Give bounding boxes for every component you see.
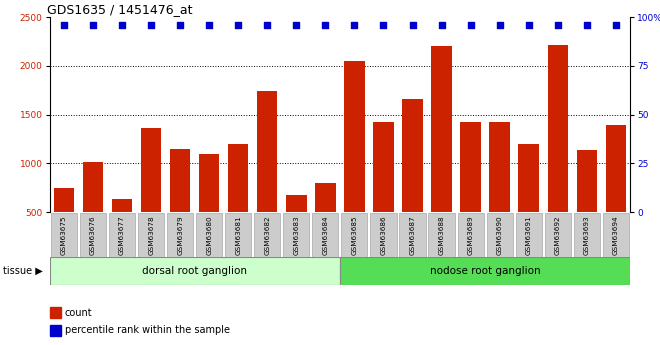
Bar — [461, 121, 480, 261]
Text: GSM63692: GSM63692 — [554, 216, 561, 255]
Bar — [606, 126, 626, 261]
Point — [581, 22, 592, 28]
Bar — [170, 149, 190, 261]
Point — [494, 22, 505, 28]
Text: count: count — [65, 308, 92, 318]
Bar — [370, 213, 397, 257]
Point — [204, 22, 214, 28]
Point — [146, 22, 156, 28]
Point — [407, 22, 418, 28]
Point — [378, 22, 389, 28]
Bar — [83, 162, 103, 261]
Point — [349, 22, 360, 28]
Bar — [225, 213, 251, 257]
Text: GDS1635 / 1451476_at: GDS1635 / 1451476_at — [47, 3, 192, 16]
Text: GSM63683: GSM63683 — [293, 216, 300, 255]
Bar — [548, 45, 568, 261]
Bar — [199, 154, 219, 261]
Text: dorsal root ganglion: dorsal root ganglion — [142, 266, 248, 276]
Point — [610, 22, 621, 28]
Bar — [374, 121, 393, 261]
Bar — [112, 198, 132, 261]
Text: GSM63687: GSM63687 — [409, 216, 416, 255]
Text: GSM63677: GSM63677 — [119, 216, 125, 255]
Bar — [341, 213, 368, 257]
Bar — [519, 144, 539, 261]
Bar — [196, 213, 222, 257]
Bar — [254, 213, 280, 257]
Text: GSM63688: GSM63688 — [438, 216, 445, 255]
Bar — [403, 99, 422, 261]
Bar — [603, 213, 629, 257]
Bar — [257, 91, 277, 261]
Bar — [50, 257, 340, 285]
Point — [233, 22, 244, 28]
Text: GSM63676: GSM63676 — [90, 216, 96, 255]
Point — [320, 22, 331, 28]
Point — [262, 22, 273, 28]
Text: GSM63693: GSM63693 — [583, 216, 590, 255]
Point — [552, 22, 563, 28]
Point — [465, 22, 476, 28]
Text: GSM63679: GSM63679 — [177, 216, 183, 255]
Bar — [457, 213, 484, 257]
Bar — [345, 61, 364, 261]
Bar — [141, 128, 161, 261]
Point — [88, 22, 98, 28]
Bar — [167, 213, 193, 257]
Text: GSM63685: GSM63685 — [351, 216, 358, 255]
Text: GSM63681: GSM63681 — [235, 216, 242, 255]
Text: percentile rank within the sample: percentile rank within the sample — [65, 325, 230, 335]
Text: GSM63678: GSM63678 — [148, 216, 154, 255]
Text: nodose root ganglion: nodose root ganglion — [430, 266, 541, 276]
Bar — [283, 213, 310, 257]
Bar — [54, 188, 74, 261]
Bar — [574, 213, 600, 257]
Bar — [80, 213, 106, 257]
Text: GSM63680: GSM63680 — [206, 216, 213, 255]
Bar — [312, 213, 339, 257]
Point — [59, 22, 69, 28]
Text: GSM63694: GSM63694 — [612, 216, 619, 255]
Point — [436, 22, 447, 28]
Bar — [286, 195, 306, 261]
Text: GSM63684: GSM63684 — [322, 216, 329, 255]
Bar — [544, 213, 571, 257]
Text: GSM63691: GSM63691 — [525, 216, 532, 255]
Bar — [515, 213, 542, 257]
Text: GSM63675: GSM63675 — [61, 216, 67, 255]
Text: GSM63686: GSM63686 — [380, 216, 387, 255]
Text: GSM63682: GSM63682 — [264, 216, 271, 255]
Bar — [432, 47, 451, 261]
Bar — [490, 121, 510, 261]
Bar — [315, 183, 335, 261]
Text: GSM63690: GSM63690 — [496, 216, 503, 255]
Bar — [138, 213, 164, 257]
Text: GSM63689: GSM63689 — [467, 216, 474, 255]
Text: tissue ▶: tissue ▶ — [3, 266, 43, 276]
Bar — [51, 213, 77, 257]
Bar — [399, 213, 426, 257]
Point — [523, 22, 534, 28]
Bar — [340, 257, 630, 285]
Bar — [428, 213, 455, 257]
Bar — [109, 213, 135, 257]
Bar — [228, 144, 248, 261]
Point — [175, 22, 185, 28]
Point — [117, 22, 127, 28]
Bar — [577, 150, 597, 261]
Bar — [486, 213, 513, 257]
Point — [291, 22, 302, 28]
